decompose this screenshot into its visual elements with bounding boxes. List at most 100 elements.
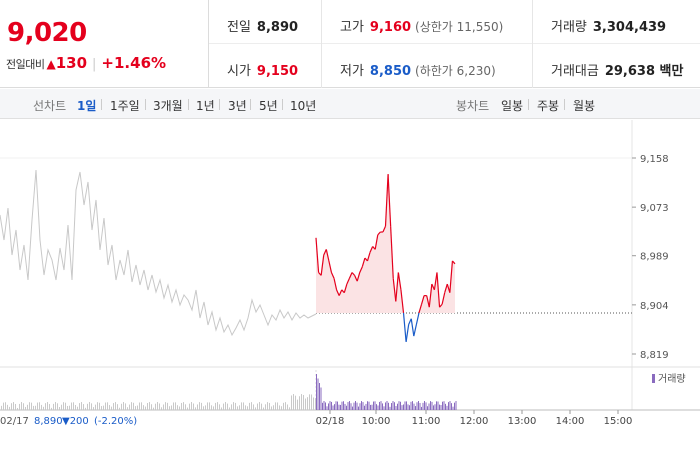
volume-bar (71, 402, 72, 410)
candle-monthly-button[interactable]: 월봉 (573, 99, 596, 113)
volume-bar (451, 403, 452, 410)
x-tick-label: 12:00 (460, 416, 489, 427)
period-1y-button[interactable]: 1년 (196, 99, 215, 113)
price-line-segment (384, 174, 389, 227)
volume-bar (155, 403, 156, 410)
volume-bar (279, 405, 280, 410)
volume-bar (315, 398, 316, 410)
volume-bar (169, 406, 170, 410)
y-tick-label: 9,073 (640, 203, 669, 214)
volume-bar (51, 407, 52, 410)
volume-bar (161, 407, 162, 410)
volume-bar (406, 401, 407, 410)
volume-bar (209, 402, 210, 410)
volume-bar (455, 401, 457, 410)
volume-bar (265, 404, 266, 410)
volume-bar (403, 404, 404, 410)
prev-day-close: 8,890 (34, 416, 63, 427)
period-3m-button[interactable]: 3개월 (153, 99, 183, 113)
volume-bar (331, 401, 332, 410)
chart-toolbar: 선차트 1일 1주일 3개월 1년 3년 5년 10년 봉차트 일봉 주봉 월봉 (0, 89, 700, 119)
volume-bar (183, 402, 184, 410)
period-5y-button[interactable]: 5년 (259, 99, 278, 113)
period-1w-button[interactable]: 1주일 (110, 99, 140, 113)
volume-bar (377, 405, 379, 410)
price-line-segment (333, 278, 338, 290)
volume-bar (365, 403, 367, 410)
period-1d-button[interactable]: 1일 (77, 99, 97, 113)
volume-bar (383, 406, 385, 410)
volume-bar (395, 405, 397, 410)
volume-bar (404, 401, 406, 410)
line-chart-label: 선차트 (33, 99, 67, 113)
price-line-segment (387, 174, 392, 227)
price-line-segment (418, 304, 423, 314)
volume-bar (157, 402, 158, 410)
volume-bar (253, 404, 254, 410)
volume-bar (215, 402, 216, 410)
volume-bar (193, 403, 194, 410)
volume-bar (109, 405, 110, 410)
volume-bar (355, 401, 356, 410)
volume-bar (325, 402, 326, 410)
period-3y-button[interactable]: 3년 (228, 99, 247, 113)
price-line-segment (343, 283, 348, 293)
volume-legend-label: 거래량 (658, 373, 686, 385)
volume-bar (374, 401, 376, 410)
period-10y-button[interactable]: 10년 (290, 99, 317, 113)
volume-bar (99, 402, 100, 410)
volume-bar (431, 401, 433, 410)
volume-bar (247, 406, 248, 410)
volume-bar (29, 402, 30, 410)
volume-bar (388, 402, 389, 410)
change-percent: +1.46% (101, 54, 167, 72)
toolbar-separator (564, 99, 565, 110)
volume-bar (332, 405, 334, 410)
stat-label: 저가 (340, 64, 364, 79)
volume-bar (347, 402, 349, 410)
volume-bar (353, 402, 355, 410)
volume-bar (31, 402, 32, 410)
volume-bar (368, 401, 370, 410)
price-line-segment (420, 295, 425, 305)
volume-bar (261, 403, 262, 410)
volume-bar (364, 405, 365, 410)
candle-weekly-button[interactable]: 주봉 (537, 99, 560, 113)
stat-lower-limit: (하한가 6,230) (415, 64, 496, 78)
volume-bar (445, 403, 446, 410)
volume-bar (376, 404, 377, 410)
stat-value: 8,850 (369, 64, 412, 79)
volume-bar (448, 402, 449, 410)
volume-bar (15, 403, 16, 410)
volume-bar (316, 374, 317, 410)
volume-bar (255, 407, 256, 410)
price-line-segment (439, 303, 443, 308)
volume-bar (139, 402, 140, 410)
volume-bar (117, 404, 118, 410)
volume-bar (13, 402, 14, 410)
volume-bar (392, 401, 394, 410)
price-line-segment (444, 283, 448, 293)
volume-bar (249, 402, 250, 410)
price-line-segment (369, 246, 374, 253)
candle-daily-button[interactable]: 일봉 (501, 99, 524, 113)
volume-bar (231, 404, 232, 410)
toolbar-separator (101, 99, 102, 110)
volume-bar (173, 402, 174, 410)
volume-bar (227, 403, 228, 410)
price-line-segment (395, 272, 399, 302)
stat-low: 저가 8,850 (하한가 6,230) (340, 60, 496, 79)
price-line-segment (428, 283, 433, 308)
volume-bar (211, 405, 212, 410)
volume-bar (410, 401, 412, 410)
volume-bar (103, 405, 104, 410)
volume-bar (163, 404, 164, 410)
volume-bar (41, 404, 42, 410)
volume-bar (235, 402, 236, 410)
volume-bar (69, 405, 70, 410)
volume-bar (121, 403, 122, 410)
volume-bar (165, 402, 166, 410)
price-chart[interactable]: 9,158 9,073 8,989 8,904 8,819 02/18 10:00 11:0… (0, 120, 700, 450)
y-tick-label: 8,819 (640, 350, 669, 361)
y-tick-label: 8,989 (640, 252, 669, 263)
